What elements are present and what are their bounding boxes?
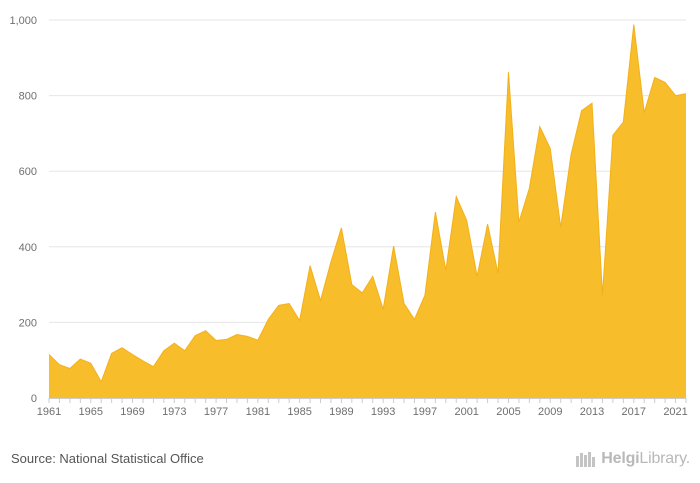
- y-tick-label: 800: [19, 91, 37, 103]
- x-tick-label: 1997: [413, 406, 437, 418]
- x-tick-label: 1965: [79, 406, 103, 418]
- y-tick-label: 400: [19, 242, 37, 254]
- x-tick-label: 2009: [538, 406, 562, 418]
- books-icon: [576, 452, 596, 467]
- x-tick-label: 1989: [329, 406, 353, 418]
- x-tick-label: 1985: [287, 406, 311, 418]
- source-note: Source: National Statistical Office: [11, 451, 204, 466]
- y-axis: 0 200 400 600 800 1,000: [9, 15, 37, 405]
- x-tick-label: 2005: [496, 406, 520, 418]
- y-tick-label: 0: [31, 393, 37, 405]
- x-tick-label: 2021: [663, 406, 687, 418]
- x-tick-label: 1981: [246, 406, 270, 418]
- y-tick-label: 600: [19, 166, 37, 178]
- x-tick-label: 1973: [162, 406, 186, 418]
- x-tick-label: 1977: [204, 406, 228, 418]
- x-tick-label: 1993: [371, 406, 395, 418]
- area-fill: [49, 24, 686, 398]
- area-line: [48, 24, 687, 383]
- x-tick-label: 2001: [454, 406, 478, 418]
- logo-text: HelgiLibrary.: [601, 450, 690, 467]
- x-tick-label: 2013: [580, 406, 604, 418]
- area-series: [48, 24, 687, 398]
- x-axis: 1961 1965 1969 1973 1977 1981 1985 1989 1993 1997…: [37, 398, 688, 418]
- y-tick-label: 1,000: [9, 15, 37, 27]
- y-tick-label: 200: [19, 317, 37, 329]
- x-tick-label: 2017: [622, 406, 646, 418]
- x-tick-label: 1969: [120, 406, 144, 418]
- helgi-library-logo: HelgiLibrary.: [575, 449, 690, 469]
- x-tick-label: 1961: [37, 406, 61, 418]
